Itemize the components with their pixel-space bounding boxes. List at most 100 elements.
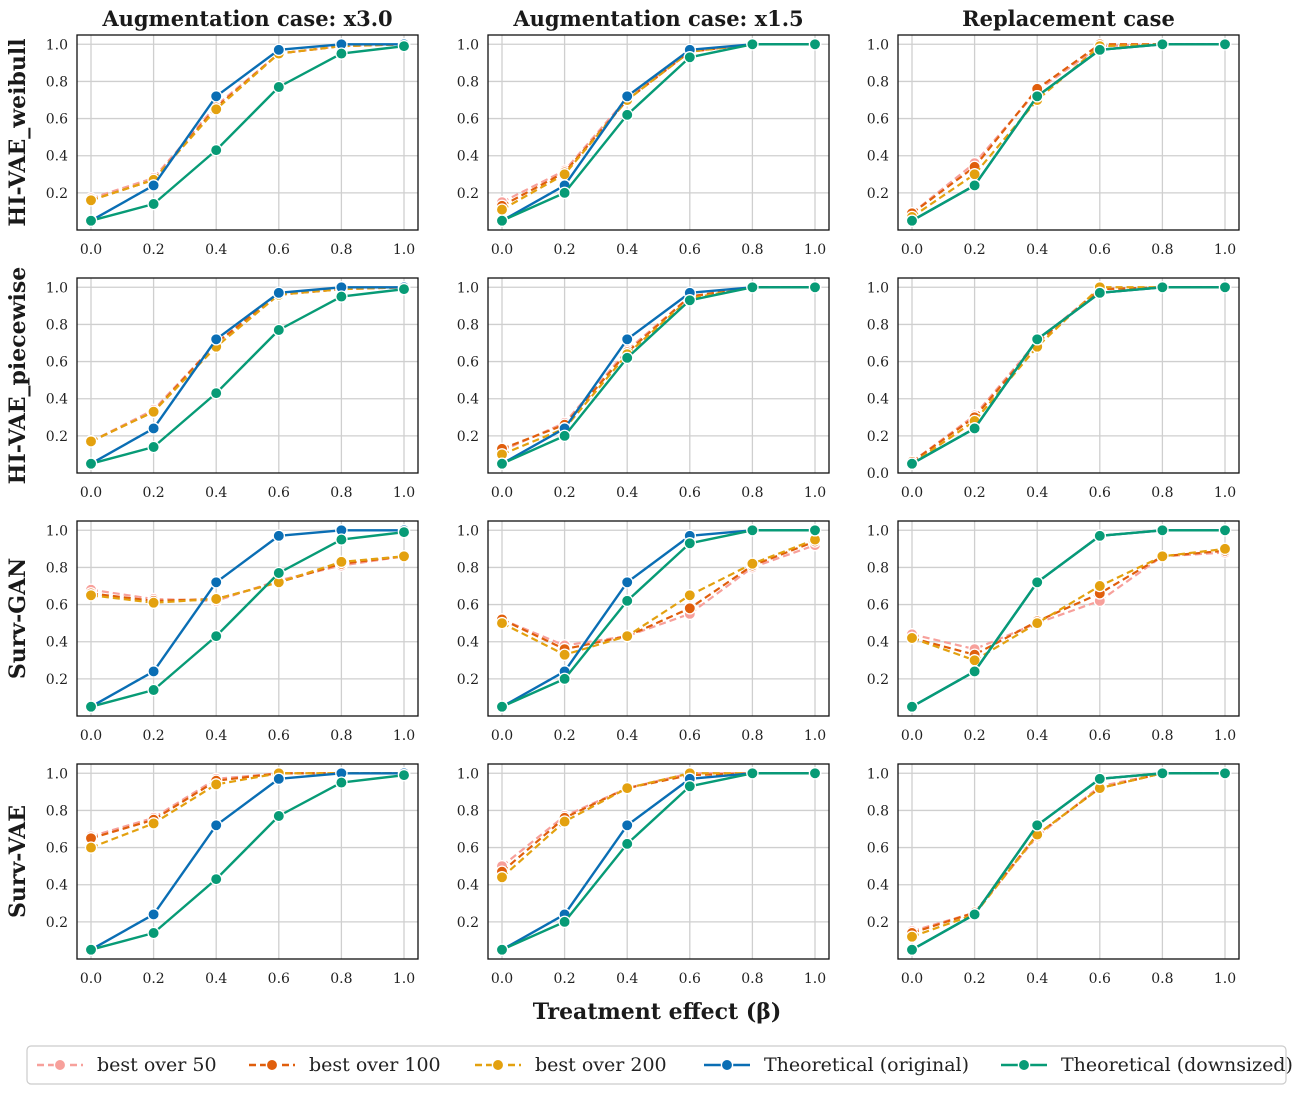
x-tick-label: 0.0 <box>80 971 102 987</box>
x-tick-label: 0.2 <box>553 971 575 987</box>
series-4-point <box>620 108 634 122</box>
subplot-r2-c2: 0.0 0.2 0.4 0.6 0.8 1.0 0.2 0.4 0.6 0.8 1.0 <box>867 520 1240 744</box>
series-line-4 <box>90 287 405 465</box>
x-tick-label: 0.2 <box>553 242 575 258</box>
x-tick-label: 0.6 <box>679 728 701 744</box>
y-tick-label: 0.8 <box>867 74 889 90</box>
x-tick-label: 0.0 <box>80 485 102 501</box>
y-tick-label: 0.4 <box>46 149 68 165</box>
series-4-point <box>84 457 98 470</box>
y-tick-label: 1.0 <box>867 523 889 539</box>
series-4-point <box>272 809 286 823</box>
x-tick-label: 0.8 <box>741 728 763 744</box>
y-tick-label: 0.2 <box>457 672 479 688</box>
x-tick-label: 0.2 <box>142 971 164 987</box>
legend-marker <box>265 1058 279 1072</box>
x-tick-label: 0.4 <box>1026 242 1048 258</box>
series-4-point <box>1093 529 1107 543</box>
y-tick-label: 0.4 <box>457 149 479 165</box>
y-tick-label: 0.8 <box>457 803 479 819</box>
series-line-0 <box>501 772 815 868</box>
series-2-point <box>495 616 509 630</box>
legend-label: Theoretical (downsized) <box>1061 1054 1293 1076</box>
series-4-point <box>1156 281 1169 294</box>
subplot-r3-c2: 0.0 0.2 0.4 0.6 0.8 1.0 0.2 0.4 0.6 0.8 1.0 <box>867 763 1240 987</box>
y-tick-label: 0.4 <box>457 878 479 894</box>
series-2-point <box>209 592 223 606</box>
series-line-4 <box>501 772 815 951</box>
series-line-0 <box>90 555 405 602</box>
series-4-point <box>683 51 697 64</box>
series-line-0 <box>90 286 405 443</box>
x-tick-label: 0.6 <box>679 242 701 258</box>
series-4-point <box>620 837 634 851</box>
series-3-point <box>620 576 634 589</box>
series-2-point <box>746 557 759 570</box>
legend-entry: best over 50 <box>37 1054 217 1076</box>
x-tick-label: 0.4 <box>1026 971 1048 987</box>
series-4-point <box>397 525 411 539</box>
axes-frame <box>76 34 419 231</box>
series-line-1 <box>501 772 815 873</box>
series-2-point <box>620 781 634 795</box>
y-tick-label: 0.6 <box>46 112 68 128</box>
series-line-0 <box>911 772 1225 933</box>
series-line-4 <box>90 530 405 708</box>
series-3-point <box>272 43 286 57</box>
legend-label: best over 200 <box>535 1054 667 1076</box>
y-tick-label: 1.0 <box>457 280 479 296</box>
x-tick-label: 0.8 <box>1151 242 1173 258</box>
y-tick-label: 0.6 <box>867 112 889 128</box>
series-4-point <box>272 323 286 337</box>
series-4-point <box>397 768 411 782</box>
x-tick-label: 0.6 <box>268 728 290 744</box>
y-tick-label: 0.2 <box>457 186 479 202</box>
y-tick-label: 0.6 <box>867 355 889 371</box>
x-tick-label: 1.0 <box>393 485 415 501</box>
y-tick-label: 0.0 <box>867 466 889 482</box>
series-line-2 <box>501 286 815 456</box>
x-tick-label: 0.2 <box>553 728 575 744</box>
series-4-point <box>1030 819 1044 832</box>
series-line-0 <box>501 544 816 647</box>
series-4-point <box>746 524 759 537</box>
series-2-point <box>147 596 160 609</box>
subplot-r1-c1: 0.0 0.2 0.4 0.6 0.8 1.0 0.2 0.4 0.6 0.8 1.0 <box>457 277 830 501</box>
series-2-point <box>84 841 98 854</box>
series-2-point <box>558 648 571 661</box>
series-line-2 <box>501 43 815 211</box>
series-4-point <box>968 908 981 921</box>
y-tick-label: 1.0 <box>46 766 68 782</box>
series-4-point <box>905 700 919 713</box>
legend-box <box>26 1045 1287 1085</box>
legend-entry: Theoretical (downsized) <box>1001 1054 1293 1076</box>
series-4-point <box>147 440 160 454</box>
y-tick-label: 0.6 <box>457 841 479 857</box>
y-tick-label: 0.2 <box>867 186 889 202</box>
x-tick-label: 0.4 <box>205 485 227 501</box>
x-tick-label: 0.0 <box>901 971 923 987</box>
series-line-1 <box>501 43 815 207</box>
y-tick-label: 1.0 <box>867 280 889 296</box>
series-2-point <box>905 631 919 645</box>
y-tick-label: 0.4 <box>867 149 889 165</box>
series-4-point <box>1093 772 1107 786</box>
y-tick-label: 0.4 <box>867 635 889 651</box>
axes-frame <box>487 763 830 960</box>
series-2-point <box>84 435 98 448</box>
axes-frame <box>487 34 830 231</box>
column-title: Replacement case <box>962 6 1175 31</box>
series-line-3 <box>90 286 404 465</box>
column-title: Augmentation case: x1.5 <box>512 6 803 31</box>
series-line-3 <box>90 529 404 708</box>
x-tick-label: 0.8 <box>1151 485 1173 501</box>
legend-marker <box>491 1058 505 1072</box>
series-2-point <box>683 589 697 602</box>
x-tick-label: 0.6 <box>1089 485 1111 501</box>
series-3-point <box>147 179 160 192</box>
y-tick-label: 0.2 <box>457 429 479 445</box>
series-line-4 <box>911 286 1225 465</box>
series-line-3 <box>501 286 815 465</box>
series-4-point <box>1218 38 1232 51</box>
series-4-point <box>495 214 509 227</box>
